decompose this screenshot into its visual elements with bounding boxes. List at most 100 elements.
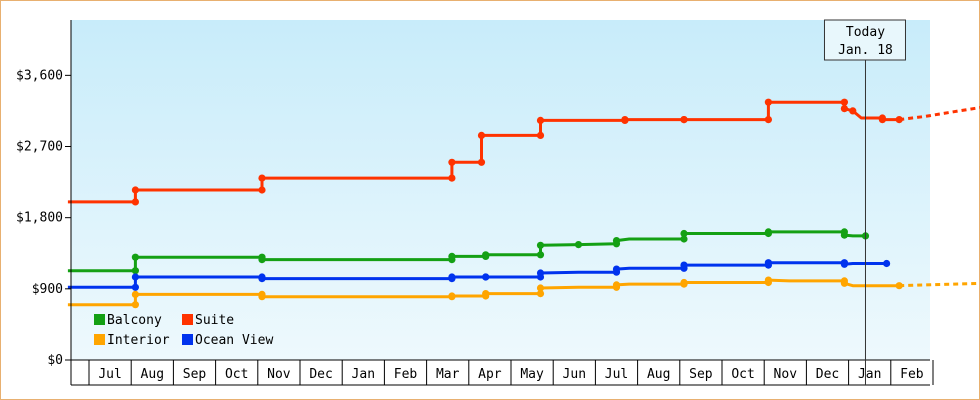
data-point — [840, 105, 849, 113]
data-point — [258, 186, 266, 194]
y-tick-label: $0 — [47, 353, 63, 368]
legend-item: Ocean View — [182, 333, 273, 348]
data-point — [895, 116, 903, 124]
y-tick-label: $2,700 — [16, 140, 63, 155]
legend-swatch — [94, 334, 105, 345]
x-tick-label: Jul — [98, 367, 121, 382]
data-point — [764, 116, 773, 124]
data-point — [680, 235, 688, 243]
data-point — [680, 116, 688, 124]
x-tick-label: Feb — [900, 367, 924, 382]
legend-label: Balcony — [107, 313, 162, 328]
x-tick-label: Dec — [816, 367, 839, 382]
data-point — [482, 251, 490, 259]
series-balcony — [67, 228, 870, 275]
x-tick-label: Jul — [605, 367, 628, 382]
x-tick-label: Oct — [731, 367, 754, 382]
data-point — [764, 98, 773, 106]
data-point — [883, 259, 891, 268]
data-point — [612, 265, 621, 273]
x-tick-label: Nov — [774, 367, 798, 382]
today-box — [823, 19, 906, 61]
today-marker: Today Jan. 18 — [823, 19, 906, 385]
x-tick-label: Dec — [309, 367, 332, 382]
y-tick-label: $1,800 — [16, 211, 63, 226]
data-point — [131, 283, 139, 291]
data-point — [680, 278, 688, 287]
legend-swatch — [94, 314, 105, 325]
legend: Balcony Suite Interior Ocean View — [94, 313, 273, 348]
data-point — [536, 251, 545, 259]
data-point — [536, 241, 545, 249]
data-point — [621, 116, 629, 124]
data-point — [574, 241, 583, 249]
data-point — [131, 186, 139, 194]
legend-label: Ocean View — [195, 333, 273, 348]
y-tick-label: $3,600 — [16, 68, 63, 83]
legend-item: Suite — [182, 313, 234, 328]
data-point — [448, 252, 456, 260]
data-point — [131, 290, 139, 298]
x-tick-label: Jun — [563, 367, 586, 382]
data-point — [840, 279, 849, 287]
data-point — [536, 269, 545, 277]
y-tick-label: $900 — [32, 282, 63, 297]
axis-layer: $0 $900 $1,800 $2,700 $3,600 Jul Aug Sep Oct Nov D… — [16, 20, 934, 386]
data-point — [536, 116, 545, 124]
data-point — [612, 281, 621, 289]
data-point — [258, 293, 266, 301]
data-point — [764, 276, 773, 284]
x-tick-label: Mar — [436, 367, 460, 382]
x-tick-label: Nov — [267, 367, 291, 382]
today-date: Jan. 18 — [838, 43, 893, 58]
x-tick-label: Feb — [394, 367, 418, 382]
data-point — [448, 292, 456, 300]
x-tick-label: Jan — [352, 367, 375, 382]
data-point — [482, 273, 490, 281]
data-point — [131, 198, 139, 206]
legend-swatch — [182, 314, 193, 325]
data-point — [258, 256, 266, 264]
legend-item: Interior — [94, 333, 170, 348]
legend-swatch — [182, 334, 193, 345]
x-tick-label: Jan — [858, 367, 881, 382]
data-point — [536, 284, 545, 292]
data-point — [131, 267, 139, 275]
data-point — [131, 301, 139, 309]
data-point — [840, 231, 849, 239]
series-ocean-view — [67, 259, 891, 291]
data-point — [258, 174, 266, 182]
x-tick-label: Sep — [183, 367, 207, 382]
legend-item: Balcony — [94, 313, 162, 328]
x-tick-label: Sep — [689, 367, 713, 382]
data-point — [840, 98, 849, 106]
series-projection — [899, 106, 980, 122]
data-point — [482, 290, 490, 298]
data-point — [536, 290, 545, 298]
data-point — [680, 261, 688, 269]
data-point — [448, 273, 456, 281]
series-layer — [67, 98, 980, 309]
data-point — [448, 158, 456, 166]
data-point — [536, 131, 545, 139]
data-point — [131, 273, 139, 281]
series-interior — [67, 276, 980, 309]
data-point — [764, 228, 773, 236]
series-projection — [899, 281, 980, 288]
data-point — [258, 275, 266, 283]
x-tick-label: Oct — [225, 367, 248, 382]
data-point — [764, 259, 773, 267]
data-point — [612, 237, 621, 245]
data-point — [849, 107, 857, 115]
data-point — [448, 174, 456, 182]
series-suite — [67, 98, 980, 206]
data-point — [878, 116, 887, 124]
data-point — [131, 253, 139, 261]
legend-label: Interior — [107, 333, 170, 348]
data-point — [680, 229, 688, 238]
x-tick-label: Aug — [141, 367, 164, 382]
today-label: Today — [846, 25, 885, 40]
data-point — [477, 158, 486, 166]
legend-label: Suite — [195, 313, 234, 328]
